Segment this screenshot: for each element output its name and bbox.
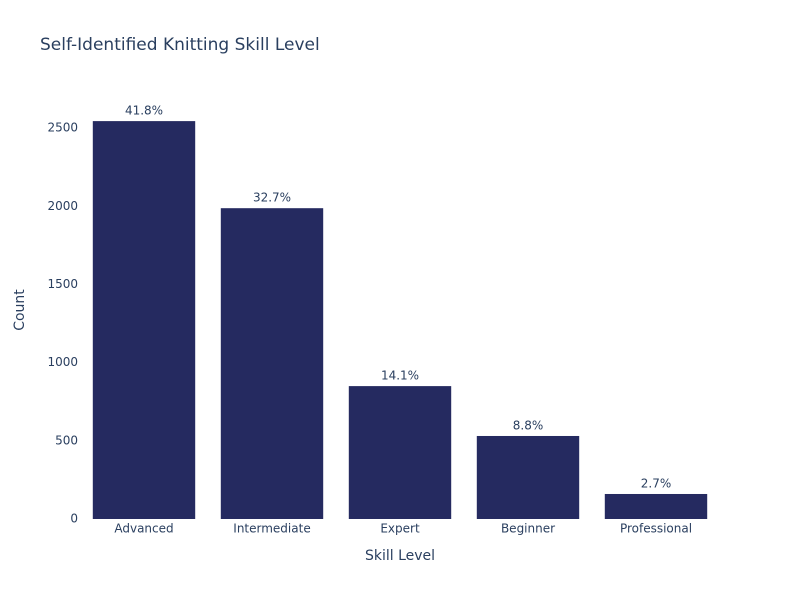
y-tick-label: 2500 [47, 121, 78, 135]
bar [348, 386, 452, 519]
bar [604, 493, 708, 519]
x-tick-label: Intermediate [233, 522, 310, 536]
y-tick-label: 500 [55, 433, 78, 447]
x-tick-label: Beginner [501, 522, 555, 536]
value-label: 32.7% [253, 191, 291, 205]
chart-title: Self-Identified Knitting Skill Level [40, 35, 320, 55]
value-label: 14.1% [381, 369, 419, 383]
x-tick-label: Expert [380, 522, 420, 536]
x-axis-title: Skill Level [365, 548, 435, 564]
y-axis-title: Count [12, 289, 28, 331]
y-tick-label: 2000 [47, 199, 78, 213]
bar [220, 208, 324, 519]
bar [476, 435, 580, 519]
x-tick-label: Professional [620, 522, 692, 536]
y-tick-label: 1500 [47, 277, 78, 291]
value-label: 41.8% [125, 104, 163, 118]
value-label: 8.8% [513, 418, 544, 432]
y-tick-label: 1000 [47, 355, 78, 369]
y-tick-label: 0 [70, 512, 78, 526]
value-label: 2.7% [641, 476, 672, 490]
x-tick-label: Advanced [114, 522, 173, 536]
bar [92, 121, 196, 519]
